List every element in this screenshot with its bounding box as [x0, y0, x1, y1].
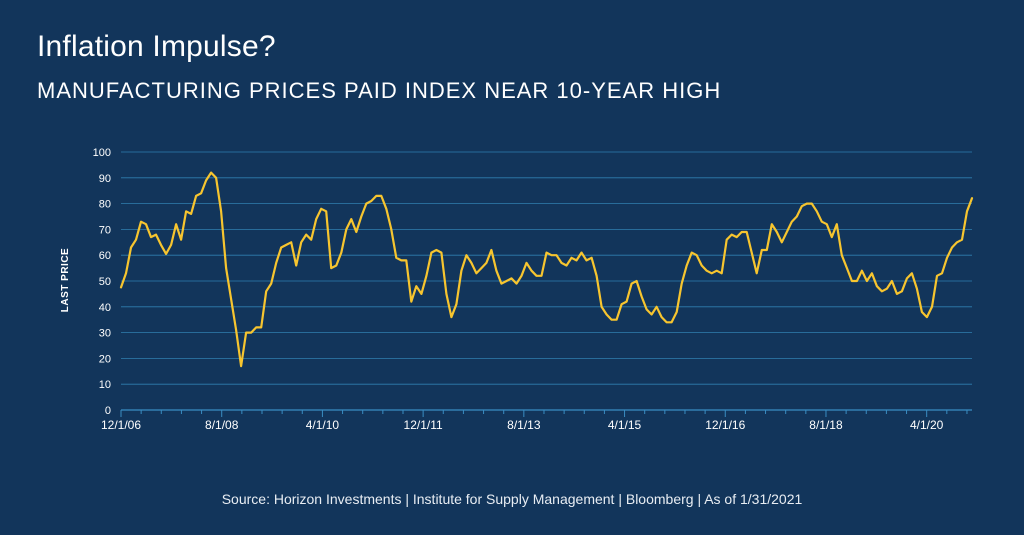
x-tick-label: 4/1/15: [608, 418, 642, 432]
y-tick-label: 70: [99, 224, 111, 236]
y-tick-label: 10: [99, 379, 111, 391]
chart-subtitle: MANUFACTURING PRICES PAID INDEX NEAR 10-…: [37, 78, 722, 103]
x-tick-label: 4/1/20: [910, 418, 944, 432]
y-tick-label: 30: [99, 328, 111, 340]
y-tick-label: 40: [99, 302, 111, 314]
x-tick-label: 8/1/18: [809, 418, 843, 432]
series-line: [119, 171, 974, 368]
chart-title: Inflation Impulse?: [37, 30, 276, 63]
x-axis: 12/1/06 8/1/08 4/1/10 12/1/11 8/1/13 4/1/15 12…: [101, 409, 972, 432]
x-tick-label: 12/1/06: [101, 418, 141, 432]
x-tick-label: 4/1/10: [306, 418, 340, 432]
source-note: Source: Horizon Investments | Institute …: [221, 491, 803, 507]
x-tick-label: 12/1/11: [404, 418, 443, 432]
gridlines: [121, 151, 972, 385]
series-layer: [119, 171, 974, 368]
y-tick-label: 0: [105, 405, 111, 417]
y-tick-label: 20: [99, 353, 111, 365]
y-tick-label: 80: [99, 199, 111, 211]
y-axis-ticks: 0 10 20 30 40 50 60 70 80 90 100: [93, 147, 111, 417]
y-tick-label: 50: [99, 276, 111, 288]
y-tick-label: 90: [99, 173, 111, 185]
y-axis-label: LAST PRICE: [60, 248, 71, 312]
y-tick-label: 60: [99, 250, 111, 262]
x-tick-label: 12/1/16: [705, 418, 745, 432]
y-tick-label: 100: [93, 147, 111, 159]
x-tick-label: 8/1/13: [507, 418, 541, 432]
x-tick-label: 8/1/08: [205, 418, 239, 432]
